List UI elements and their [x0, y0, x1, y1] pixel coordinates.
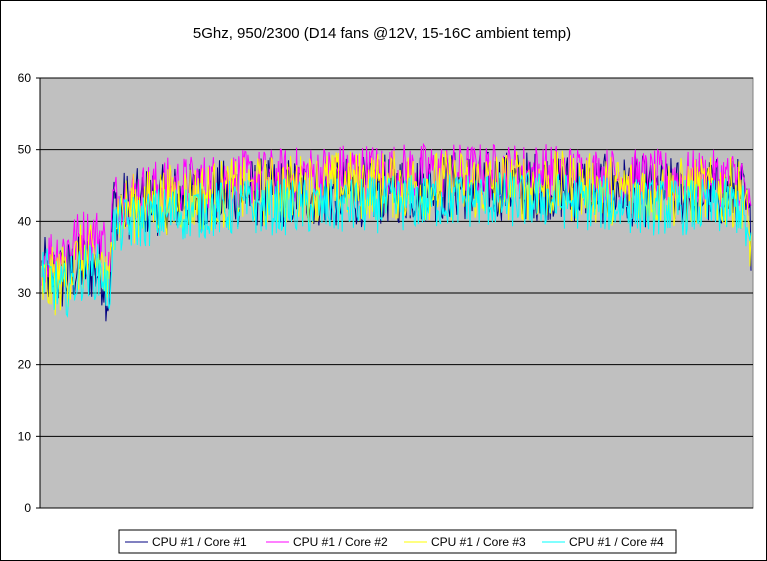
y-tick-label: 40	[18, 214, 32, 228]
legend-label-core-1: CPU #1 / Core #1	[152, 535, 247, 549]
y-tick-label: 20	[18, 358, 32, 372]
y-tick-label: 60	[18, 71, 32, 85]
chart-title: 5Ghz, 950/2300 (D14 fans @12V, 15-16C am…	[193, 25, 571, 42]
y-tick-label: 10	[18, 429, 32, 443]
series-lines	[41, 142, 752, 322]
legend-label-core-3: CPU #1 / Core #3	[431, 535, 526, 549]
y-axis: 0 10 20 30 40 50 60	[18, 71, 40, 515]
y-tick-label: 50	[18, 143, 32, 157]
legend-box	[118, 529, 677, 554]
gridlines	[40, 77, 753, 437]
y-tick-label: 30	[18, 286, 32, 300]
legend-label-core-2: CPU #1 / Core #2	[293, 535, 388, 549]
legend-label-core-4: CPU #1 / Core #4	[569, 535, 664, 549]
legend: CPU #1 / Core #1 CPU #1 / Core #2 CPU #1 /…	[118, 529, 677, 554]
series-line-core-4	[41, 171, 752, 318]
y-tick-label: 0	[24, 501, 31, 515]
